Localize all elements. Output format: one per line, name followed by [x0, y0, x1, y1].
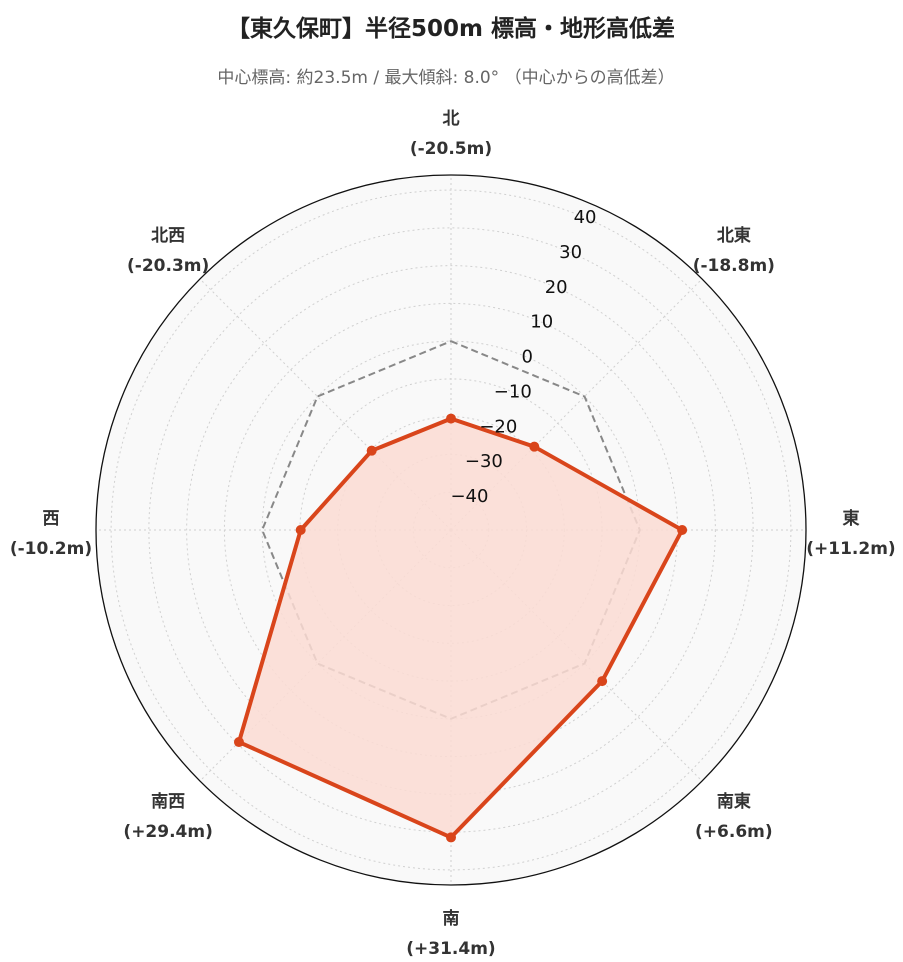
data-point: [366, 445, 377, 456]
direction-label: 南: [443, 908, 460, 929]
r-tick-label: 20: [545, 277, 568, 298]
outer-ring: [95, 174, 807, 886]
plot-area: −40 −30 −20 −10 0 10 20 30 40 北 (-20.5m) 北東 (-18.8m)…: [10, 109, 896, 959]
chart-subtitle: 中心標高: 約23.5m / 最大傾斜: 8.0° （中心からの高低差）: [217, 68, 674, 88]
direction-label: 東: [843, 508, 860, 529]
r-tick-label: −20: [479, 416, 517, 437]
r-tick-label: −10: [494, 381, 532, 402]
grid-spoke: [199, 278, 452, 531]
data-point: [295, 525, 306, 535]
data-point: [446, 413, 456, 424]
direction-label: 南西: [151, 791, 185, 812]
direction-label: 南東: [717, 791, 751, 812]
direction-label: 北東: [717, 225, 751, 246]
direction-value-label: (+11.2m): [806, 539, 895, 559]
data-point: [677, 525, 688, 535]
r-tick-label: 40: [574, 207, 597, 228]
r-tick-label: −30: [465, 451, 503, 472]
direction-value-label: (+29.4m): [123, 822, 212, 842]
direction-label: 西: [43, 509, 60, 529]
direction-value-label: (+6.6m): [695, 822, 773, 842]
grid-spoke: [450, 278, 703, 531]
direction-value-label: (+31.4m): [406, 939, 495, 959]
data-point: [529, 441, 540, 452]
series-area: [238, 418, 683, 838]
chart-title: 【東久保町】半径500m 標高・地形高低差: [227, 15, 675, 42]
r-tick-label: −40: [450, 486, 488, 507]
direction-value-label: (-20.3m): [127, 256, 209, 276]
grid-ring: [110, 189, 792, 871]
data-point: [233, 737, 244, 748]
grid-ring: [148, 227, 754, 833]
r-tick-label: 10: [530, 312, 553, 333]
r-tick-label: 30: [559, 242, 582, 263]
direction-label: 北: [443, 109, 460, 129]
data-point: [597, 676, 608, 687]
r-tick-label: 0: [522, 347, 533, 368]
data-point: [446, 832, 456, 843]
direction-label: 北西: [151, 226, 185, 246]
direction-value-label: (-20.5m): [410, 139, 492, 159]
direction-value-label: (-18.8m): [693, 256, 775, 276]
grid-spoke: [450, 529, 703, 782]
direction-value-label: (-10.2m): [10, 539, 92, 559]
